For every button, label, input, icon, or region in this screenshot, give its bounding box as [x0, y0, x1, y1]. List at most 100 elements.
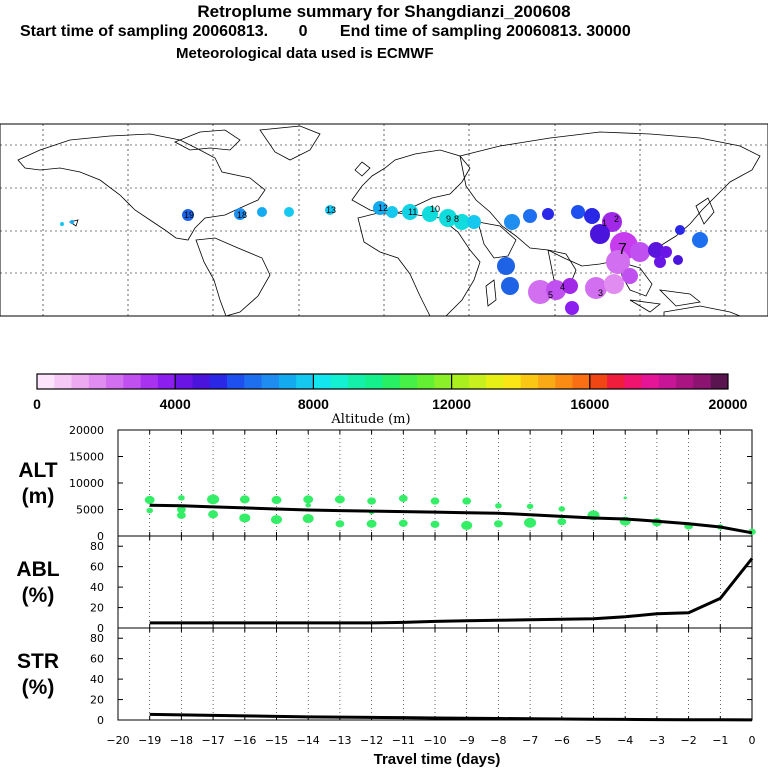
plume-label: 9	[446, 214, 451, 224]
plume-label: 7	[618, 241, 627, 258]
plume-blob	[70, 220, 74, 224]
colorbar-tick-labels: 0 4000 8000 12000 16000 20000	[33, 396, 748, 412]
y-tick-label: 20000	[69, 424, 104, 437]
colorbar-cell	[278, 374, 297, 389]
colorbar-cell	[434, 374, 453, 389]
plume-blob	[606, 250, 630, 274]
colorbar-tick-label: 4000	[160, 396, 191, 412]
panel-abl: 0 20 40 60 80 ABL (%)	[16, 535, 754, 635]
colorbar-cell	[382, 374, 401, 389]
colorbar-cell	[330, 374, 349, 389]
panel-frame	[117, 627, 753, 721]
colorbar-cell	[244, 374, 263, 389]
plume-blob	[60, 222, 64, 226]
plume-blob	[523, 209, 537, 223]
colorbar-cell	[88, 374, 107, 389]
scatter-point	[366, 519, 377, 528]
colorbar-cell	[123, 374, 142, 389]
panel-label-alt: ALT	[18, 459, 57, 482]
plume-blob	[565, 301, 579, 315]
colorbar-cells	[37, 374, 729, 389]
x-tick-label: −11	[392, 734, 415, 747]
x-tick-label: −7	[522, 734, 538, 747]
scatter-point	[177, 505, 186, 514]
scatter-point	[462, 497, 472, 505]
x-tick-labels: −20 −19 −18 −17 −16 −15 −14 −13 −12 −11 −10 −9 −8 −7−…	[106, 734, 755, 747]
y-tick-label: 40	[90, 581, 104, 594]
plume-blob	[182, 209, 194, 221]
colorbar-tick-label: 20000	[709, 396, 748, 412]
plume-label: 10	[430, 204, 440, 214]
colorbar-cell	[607, 374, 625, 389]
plume-blob	[501, 277, 519, 295]
plume-blob	[257, 207, 267, 217]
y-tick-label: 60	[90, 561, 104, 574]
colorbar-cell	[140, 374, 159, 389]
plume-blob	[660, 246, 672, 258]
plume-label: 1	[602, 218, 607, 228]
plume-label: 13	[326, 205, 336, 215]
y-tick-label: 20	[90, 694, 104, 707]
y-tick-label: 80	[90, 632, 104, 645]
scatter-point	[524, 517, 537, 528]
start-time-label: Start time of sampling 20060813.	[20, 23, 269, 40]
scatter-point	[144, 495, 155, 505]
colorbar-frame	[36, 373, 729, 390]
y-tick-label: 0	[97, 530, 104, 543]
x-tick-label: 0	[749, 734, 756, 747]
x-axis-title: Travel time (days)	[374, 751, 501, 768]
scatter-point	[177, 511, 186, 519]
colorbar-cell	[693, 374, 712, 389]
colorbar-cell	[175, 374, 193, 389]
plume-label: 12	[378, 203, 388, 213]
colorbar-cell	[209, 374, 228, 389]
scatter-point	[461, 520, 473, 530]
panel-label-str: STR	[17, 650, 59, 673]
x-tick-label: −1	[712, 734, 728, 747]
x-tick-label: −5	[585, 734, 601, 747]
colorbar-cell	[451, 374, 470, 389]
plot-title: Retroplume summary for Shangdianzi_20060…	[197, 2, 571, 21]
colorbar-cell	[468, 374, 487, 389]
colorbar-dividers	[174, 374, 591, 389]
scatter-point	[271, 495, 282, 505]
scatter-point	[398, 519, 408, 527]
plume-blob	[402, 204, 418, 220]
scatter-point	[430, 497, 440, 505]
x-tick-label: −9	[459, 734, 475, 747]
plume-blob	[546, 280, 566, 300]
y-tick-label: 60	[90, 653, 104, 666]
colorbar-cell	[417, 374, 435, 389]
colorbar-cell	[313, 374, 332, 389]
plume-blob	[284, 207, 294, 217]
colorbar-cell	[624, 374, 643, 389]
scatter-point	[303, 495, 314, 504]
panel-alt: 0 5000 10000 15000 20000 ALT (m)	[18, 424, 756, 543]
scatter-point	[239, 495, 250, 504]
colorbar-cell	[589, 374, 608, 389]
colorbar-cell	[261, 374, 280, 389]
scatter-point	[146, 507, 153, 514]
colorbar-cell	[106, 374, 124, 389]
plume-blob	[528, 280, 552, 304]
scatter-point	[526, 503, 534, 510]
plume-blob	[590, 224, 610, 244]
plume-blob	[562, 278, 578, 294]
y-tick-label: 5000	[76, 504, 104, 517]
plume-label: 3	[598, 288, 603, 298]
y-tick-label: 0	[97, 714, 104, 727]
scatter-point	[305, 503, 311, 508]
colorbar-tick-label: 8000	[298, 396, 329, 412]
colorbar-title: Altitude (m)	[330, 412, 410, 427]
plume-blob	[373, 201, 387, 215]
colorbar-cell	[486, 374, 504, 389]
x-tick-label: −12	[360, 734, 383, 747]
colorbar-cell	[676, 374, 694, 389]
plume-blob	[454, 214, 470, 230]
y-tick-label: 20	[90, 602, 104, 615]
scatter-point	[495, 503, 502, 509]
colorbar-cell	[399, 374, 418, 389]
start-time-zero: 0	[298, 23, 308, 40]
plume-blob	[234, 208, 246, 220]
